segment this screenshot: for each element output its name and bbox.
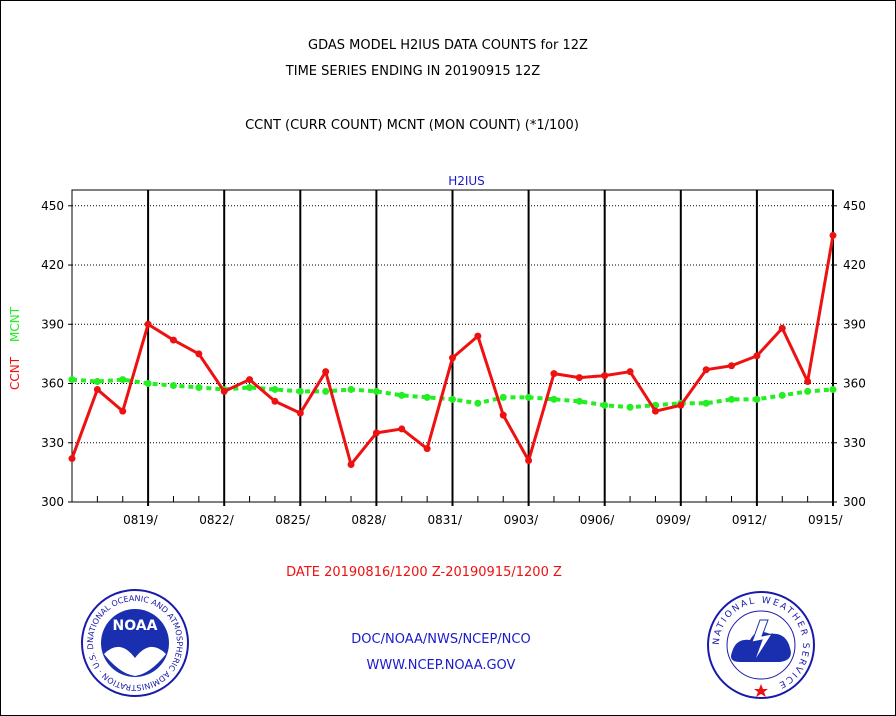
data-point-mcnt [119,376,127,384]
x-tick-label: 0906/ [580,513,616,527]
data-point-mcnt [347,385,355,393]
data-point-ccnt [169,336,177,344]
data-point-ccnt [423,445,431,453]
panel-title: H2IUS [448,174,485,188]
data-point-mcnt [322,387,330,395]
data-point-mcnt [144,380,152,388]
y-tick-label-left: 300 [41,495,64,509]
date-range: DATE 20190816/1200 Z-20190915/1200 Z [286,565,562,580]
data-point-mcnt [778,391,786,399]
y-tick-label-right: 360 [843,377,866,391]
x-tick-label: 0915/ [808,513,844,527]
data-point-mcnt [626,403,634,411]
data-point-mcnt [296,387,304,395]
chart-title-line2: TIME SERIES ENDING IN 20190915 12Z [285,64,541,79]
data-point-mcnt [195,383,203,391]
y-axis-label-group: CCNT MCNT [8,306,22,390]
data-point-mcnt [601,401,609,409]
data-point-mcnt [753,395,761,403]
data-point-ccnt [677,401,685,409]
data-point-ccnt [246,376,254,384]
data-point-ccnt [144,320,152,328]
noaa-logo-text: NOAA [113,618,158,634]
y-tick-label-left: 450 [41,199,64,213]
data-point-mcnt [474,399,482,407]
x-tick-label: 0822/ [199,513,235,527]
data-point-ccnt [449,354,456,362]
data-point-ccnt [119,407,127,415]
y-tick-label-left: 420 [41,258,64,272]
x-tick-label: 0828/ [351,513,387,527]
data-point-ccnt [372,429,380,437]
noaa-logo: NATIONAL OCEANIC AND ATMOSPHERIC ADMINIS… [80,588,189,697]
data-point-mcnt [449,395,456,403]
data-point-ccnt [829,231,837,239]
data-point-ccnt [601,372,609,380]
y-tick-label-right: 450 [843,199,866,213]
data-point-ccnt [575,374,583,382]
x-tick-label: 0831/ [428,513,464,527]
data-point-mcnt [271,385,279,393]
data-point-mcnt [728,395,736,403]
x-tick-label: 0909/ [656,513,692,527]
y-tick-label-right: 390 [843,317,866,331]
data-point-ccnt [550,370,558,378]
data-point-ccnt [474,332,482,340]
data-point-mcnt [499,393,507,401]
y-tick-label-right: 420 [843,258,866,272]
data-point-ccnt [347,460,355,468]
data-point-ccnt [728,362,736,370]
y-tick-label-right: 330 [843,436,866,450]
data-point-ccnt [220,387,228,395]
data-point-ccnt [93,385,101,393]
data-point-mcnt [93,378,101,386]
data-point-mcnt [702,399,710,407]
data-point-ccnt [753,352,761,360]
data-point-ccnt [296,409,304,417]
y-axis-label-mcnt: MCNT [8,306,22,342]
data-point-mcnt [575,397,583,405]
data-point-mcnt [246,383,254,391]
data-point-ccnt [68,455,76,463]
x-tick-label: 0819/ [123,513,159,527]
data-point-mcnt [525,393,533,401]
org-line: DOC/NOAA/NWS/NCEP/NCO [351,632,531,647]
chart-subtitle: CCNT (CURR COUNT) MCNT (MON COUNT) (*1/1… [245,118,579,133]
y-tick-label-left: 360 [41,377,64,391]
data-point-mcnt [169,381,177,389]
data-point-ccnt [271,397,279,405]
data-point-ccnt [778,324,786,332]
data-point-mcnt [550,395,558,403]
data-point-mcnt [68,376,76,384]
data-point-ccnt [804,378,812,386]
star-icon [754,684,768,697]
data-point-ccnt [398,425,406,433]
data-point-ccnt [195,350,203,358]
data-point-ccnt [499,411,507,419]
data-point-ccnt [702,366,710,374]
y-tick-label-left: 330 [41,436,64,450]
nws-logo: NATIONAL WEATHER SERVICE [707,591,815,699]
y-axis-label-ccnt: CCNT [8,356,22,390]
x-tick-label: 0912/ [732,513,768,527]
data-point-ccnt [626,368,634,376]
data-point-ccnt [322,368,330,376]
data-point-ccnt [651,407,659,415]
url-line: WWW.NCEP.NOAA.GOV [366,658,516,673]
y-tick-label-right: 300 [843,495,866,509]
data-point-mcnt [829,385,837,393]
data-point-mcnt [423,393,431,401]
data-point-mcnt [372,387,380,395]
y-tick-label-left: 390 [41,317,64,331]
x-tick-label: 0903/ [504,513,540,527]
data-point-mcnt [804,387,812,395]
chart-title-line1: GDAS MODEL H2IUS DATA COUNTS for 12Z [308,38,588,53]
x-tick-label: 0825/ [275,513,311,527]
data-point-mcnt [398,391,406,399]
data-point-ccnt [525,457,533,465]
